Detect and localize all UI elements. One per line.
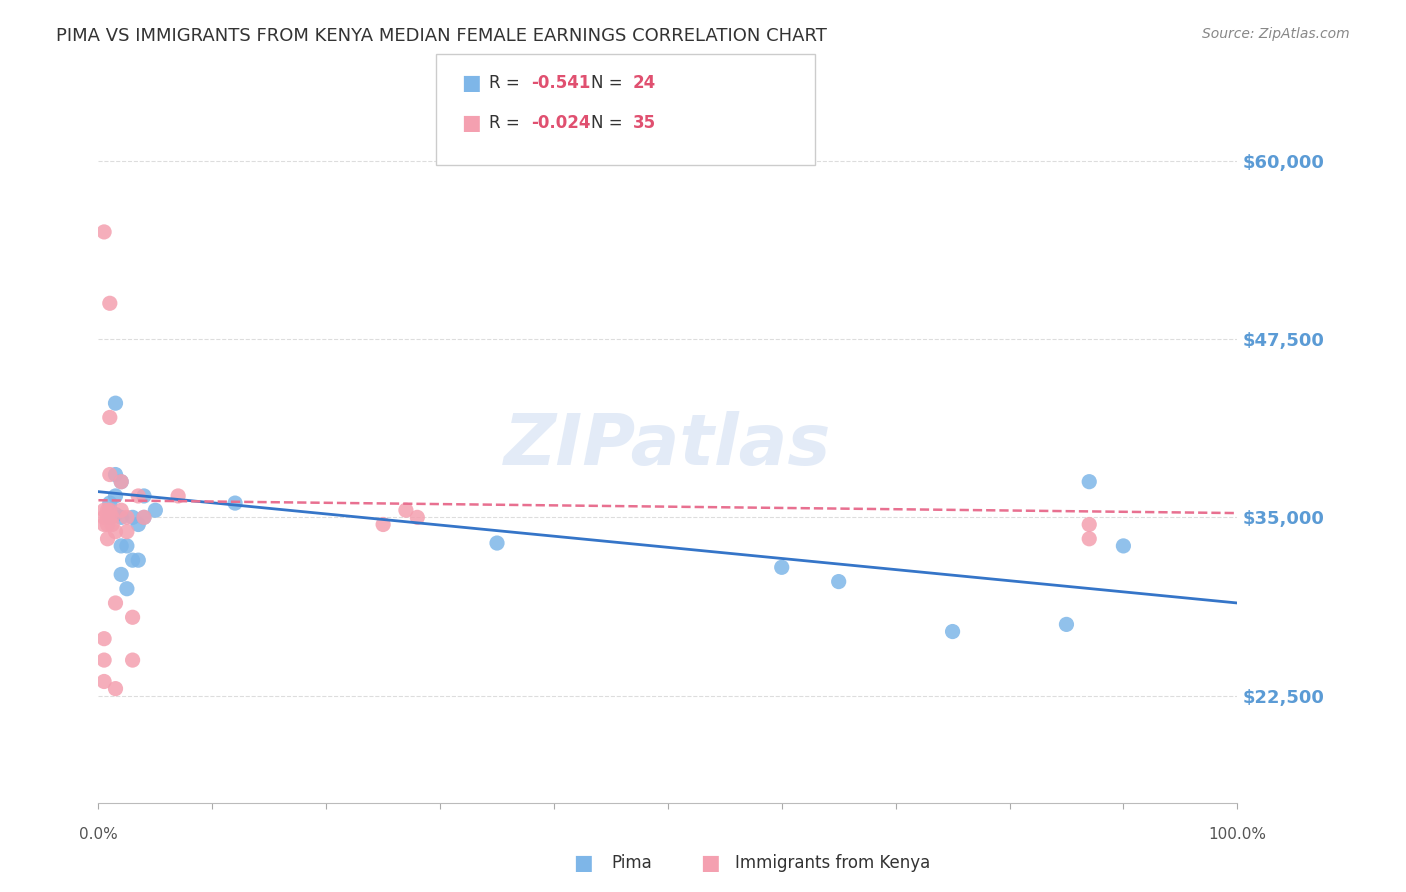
Point: [127, 517, 149, 532]
Point: [224, 496, 246, 510]
Point: [1078, 517, 1101, 532]
Text: 0.0%: 0.0%: [79, 827, 118, 841]
Point: [110, 503, 132, 517]
Point: [406, 510, 429, 524]
Point: [115, 510, 138, 524]
Point: [1078, 475, 1101, 489]
Point: [96, 517, 118, 532]
Text: Source: ZipAtlas.com: Source: ZipAtlas.com: [1202, 27, 1350, 41]
Point: [96, 532, 118, 546]
Point: [93, 517, 115, 532]
Point: [96, 503, 118, 517]
Point: [93, 503, 115, 517]
Text: 100.0%: 100.0%: [1208, 827, 1267, 841]
Point: [93, 653, 115, 667]
Point: [93, 674, 115, 689]
Point: [110, 539, 132, 553]
Text: ZIPatlas: ZIPatlas: [505, 411, 831, 481]
Point: [121, 510, 143, 524]
Point: [121, 653, 143, 667]
Point: [486, 536, 509, 550]
Point: [770, 560, 793, 574]
Point: [127, 489, 149, 503]
Point: [104, 596, 127, 610]
Text: R =: R =: [489, 74, 526, 92]
Text: R =: R =: [489, 114, 526, 132]
Text: PIMA VS IMMIGRANTS FROM KENYA MEDIAN FEMALE EARNINGS CORRELATION CHART: PIMA VS IMMIGRANTS FROM KENYA MEDIAN FEM…: [56, 27, 827, 45]
Point: [115, 582, 138, 596]
Text: N =: N =: [591, 74, 627, 92]
Point: [828, 574, 851, 589]
Text: ■: ■: [574, 854, 593, 873]
Point: [98, 503, 121, 517]
Point: [110, 510, 132, 524]
Point: [101, 517, 124, 532]
Text: ■: ■: [700, 854, 720, 873]
Text: ■: ■: [461, 113, 481, 133]
Point: [98, 410, 121, 425]
Point: [104, 681, 127, 696]
Point: [96, 510, 118, 524]
Point: [104, 489, 127, 503]
Point: [167, 489, 190, 503]
Point: [115, 539, 138, 553]
Point: [98, 503, 121, 517]
Point: [132, 510, 155, 524]
Point: [1054, 617, 1078, 632]
Point: [104, 508, 127, 522]
Text: 24: 24: [633, 74, 657, 92]
Point: [98, 510, 121, 524]
Point: [145, 503, 167, 517]
Point: [93, 632, 115, 646]
Point: [104, 467, 127, 482]
Point: [110, 475, 132, 489]
Point: [93, 510, 115, 524]
Point: [115, 524, 138, 539]
Point: [132, 489, 155, 503]
Point: [93, 225, 115, 239]
Point: [1112, 539, 1135, 553]
Point: [942, 624, 965, 639]
Point: [110, 567, 132, 582]
Point: [98, 467, 121, 482]
Point: [110, 475, 132, 489]
Point: [98, 510, 121, 524]
Point: [98, 496, 121, 510]
Text: -0.024: -0.024: [531, 114, 591, 132]
Point: [98, 296, 121, 310]
Point: [101, 510, 124, 524]
Point: [121, 553, 143, 567]
Point: [104, 396, 127, 410]
Point: [127, 553, 149, 567]
Point: [1078, 532, 1101, 546]
Point: [371, 517, 394, 532]
Point: [132, 510, 155, 524]
Point: [104, 524, 127, 539]
Text: Pima: Pima: [612, 855, 652, 872]
Point: [395, 503, 418, 517]
Text: Immigrants from Kenya: Immigrants from Kenya: [735, 855, 931, 872]
Text: ■: ■: [461, 73, 481, 93]
Text: 35: 35: [633, 114, 655, 132]
Text: N =: N =: [591, 114, 627, 132]
Text: -0.541: -0.541: [531, 74, 591, 92]
Point: [121, 610, 143, 624]
